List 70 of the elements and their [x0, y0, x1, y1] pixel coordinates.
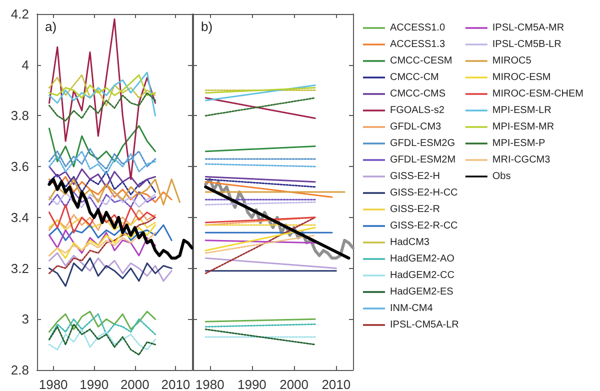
- annotation: a): [45, 19, 57, 34]
- y-tick-label: 4.2: [10, 6, 29, 22]
- x-tick-label: 2000: [120, 377, 150, 391]
- y-tick-label: 2.8: [10, 362, 29, 378]
- line-series: [48, 310, 156, 333]
- x-tick-label: 1980: [38, 377, 68, 391]
- line-series: [48, 323, 156, 356]
- line-series: [48, 257, 172, 287]
- line-series: [48, 216, 156, 231]
- line-series: [48, 170, 156, 196]
- legend-label: IPSL-CM5A-LR: [390, 320, 459, 330]
- x-tick-label: 2000: [280, 377, 309, 391]
- line-series: [48, 216, 156, 274]
- legend-label: GFDL-ESM2M: [390, 154, 456, 166]
- line-series: [48, 178, 194, 260]
- line-series: [48, 74, 156, 99]
- legend-label: GISS-E2-R: [390, 204, 440, 215]
- legend-label: HadGEM2-ES: [390, 286, 454, 298]
- legend-label: GISS-E2-H-CC: [390, 188, 458, 198]
- legend-label: GISS-E2-H: [390, 171, 440, 182]
- y-tick-label: 3.4: [10, 210, 29, 225]
- x-tick-label: 2010: [322, 377, 351, 391]
- annotation: b): [201, 19, 213, 34]
- legend-label: ACCESS1.0: [390, 22, 446, 34]
- line-series: [48, 224, 172, 242]
- y-tick-label: 3: [22, 312, 29, 327]
- legend-label: FGOALS-s2: [390, 105, 445, 116]
- line-series: [48, 72, 156, 116]
- line-series: [48, 74, 156, 106]
- legend-label: MRI-CGCM3: [492, 154, 551, 166]
- legend-label: CMCC-CMS: [390, 88, 446, 100]
- line-series: [48, 252, 172, 282]
- legend-label: MIROC5: [492, 56, 532, 66]
- legend-label: Obs: [492, 171, 511, 182]
- legend-label: MPI-ESM-LR: [492, 105, 552, 116]
- x-tick-label: 1980: [195, 377, 224, 391]
- y-tick-label: 3.8: [10, 108, 29, 124]
- x-tick-label: 1990: [80, 377, 109, 391]
- legend-label: CMCC-CM: [390, 72, 439, 83]
- line-series: [48, 150, 156, 175]
- legend-label: GISS-E2-R-CC: [390, 220, 458, 232]
- legend-label: HadGEM2-AO: [390, 254, 455, 264]
- legend-label: HadGEM2-CC: [390, 270, 454, 281]
- legend-label: MIROC-ESM: [492, 72, 551, 83]
- legend-label: MIROC-ESM-CHEM: [492, 88, 584, 100]
- line-series: [48, 328, 156, 350]
- legend-label: MPI-ESM-P: [492, 138, 546, 149]
- y-tick-label: 4: [22, 57, 29, 72]
- y-tick-label: 3.6: [10, 159, 29, 174]
- legend-label: HadCM3: [390, 237, 430, 248]
- line-series: [48, 209, 156, 231]
- line-series: [48, 176, 172, 203]
- line-series: [48, 148, 156, 170]
- line-series: [48, 125, 156, 168]
- x-tick-label: 2010: [161, 377, 190, 391]
- line-series: [48, 224, 156, 259]
- legend-label: ACCESS1.3: [390, 39, 446, 50]
- legend-label: CMCC-CESM: [390, 56, 452, 66]
- line-series: [48, 92, 156, 122]
- legend-label: MPI-ESM-MR: [492, 122, 554, 132]
- legend-label: GFDL-CM3: [390, 122, 442, 132]
- x-tick-label: 1990: [237, 377, 266, 391]
- y-tick-label: 3.2: [10, 260, 29, 276]
- line-series: [48, 166, 156, 188]
- legend-label: IPSL-CM5B-LR: [492, 39, 562, 50]
- legend-label: INM-CM4: [390, 303, 434, 314]
- legend-label: GFDL-ESM2G: [390, 138, 456, 149]
- line-series: [48, 178, 181, 206]
- line-series: [48, 204, 156, 234]
- legend-label: IPSL-CM5A-MR: [492, 22, 564, 34]
